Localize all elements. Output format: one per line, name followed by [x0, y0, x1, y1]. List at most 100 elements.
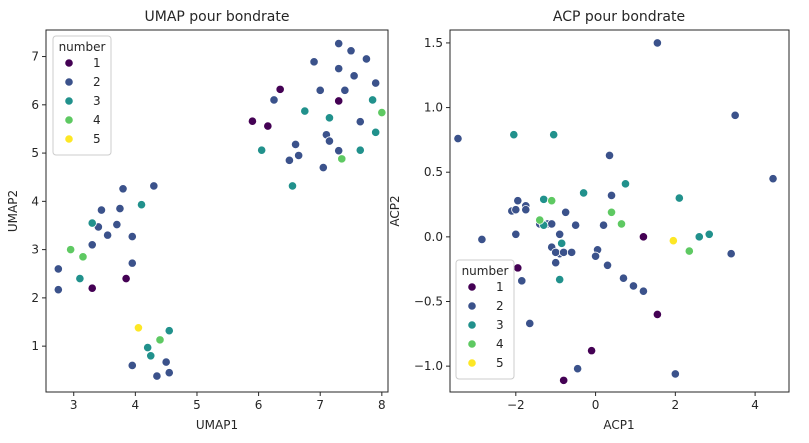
data-point-number-3 — [164, 326, 174, 336]
data-point-number-2 — [161, 357, 171, 367]
data-point-number-3 — [579, 188, 589, 198]
data-point-number-2 — [112, 219, 122, 230]
data-point-number-2 — [127, 258, 137, 268]
acp-plot-frame — [449, 29, 790, 393]
data-point-number-2 — [513, 196, 523, 206]
legend-label-5: 5 — [496, 356, 504, 370]
data-point-number-3 — [367, 95, 378, 105]
data-point-number-3 — [539, 194, 549, 204]
data-point-number-2 — [730, 110, 740, 120]
data-point-number-2 — [638, 286, 649, 296]
y-tick-label: 6 — [31, 98, 39, 112]
data-point-number-3 — [694, 232, 704, 242]
data-point-number-1 — [275, 84, 285, 94]
data-point-number-1 — [334, 96, 344, 106]
acp-legend: number 1 2 3 4 5 — [455, 259, 515, 380]
data-point-number-4 — [535, 215, 545, 225]
data-point-number-2 — [284, 155, 295, 165]
data-point-number-2 — [561, 207, 571, 217]
data-point-number-3 — [324, 113, 335, 123]
y-tick-label: 0.0 — [424, 230, 443, 244]
data-point-number-2 — [346, 46, 356, 56]
data-point-number-2 — [726, 249, 736, 259]
data-point-number-4 — [684, 246, 694, 256]
data-point-number-3 — [143, 342, 153, 353]
data-point-number-2 — [152, 371, 162, 381]
data-point-number-2 — [290, 139, 301, 149]
data-point-number-2 — [334, 38, 344, 49]
data-point-number-4 — [155, 335, 165, 345]
data-point-number-2 — [315, 85, 325, 95]
data-point-number-2 — [604, 150, 615, 161]
legend-label-1: 1 — [93, 56, 101, 70]
data-point-number-2 — [96, 205, 107, 215]
y-tick-label: 4 — [31, 194, 39, 208]
umap-y-ticks: 1 2 3 4 5 6 7 — [31, 50, 46, 353]
data-point-number-2 — [602, 260, 613, 270]
data-point-number-2 — [361, 54, 372, 64]
data-point-number-2 — [573, 364, 583, 374]
legend-marker-2 — [64, 77, 74, 87]
data-point-number-2 — [103, 230, 113, 240]
legend-label-2: 2 — [93, 75, 101, 89]
data-point-number-2 — [371, 78, 381, 88]
data-point-number-2 — [567, 247, 577, 257]
data-point-number-2 — [555, 229, 565, 239]
data-point-number-2 — [349, 71, 359, 81]
y-tick-label: 1.0 — [424, 101, 443, 115]
data-point-number-2 — [571, 220, 581, 230]
legend-marker-3 — [64, 96, 74, 106]
umap-legend: number 1 2 3 4 5 — [52, 35, 112, 156]
data-point-number-3 — [704, 229, 714, 239]
legend-marker-4 — [467, 339, 477, 349]
legend-marker-5 — [64, 134, 74, 144]
data-point-number-3 — [87, 218, 97, 228]
y-tick-label: −1.0 — [414, 359, 443, 373]
acp-y-ticks: −1.0 −0.5 0.0 0.5 1.0 1.5 — [414, 36, 450, 373]
acp-panel: ACP pour bondrate −2 0 2 4 −1.0 −0.5 0.0 0.5 1.… — [388, 9, 790, 432]
legend-label-5: 5 — [93, 132, 101, 146]
data-point-number-5 — [133, 323, 144, 333]
legend-label-3: 3 — [93, 94, 101, 108]
legend-marker-4 — [64, 115, 74, 125]
umap-title: UMAP pour bondrate — [145, 9, 290, 25]
umap-ylabel: UMAP2 — [6, 190, 20, 232]
data-point-number-1 — [87, 283, 97, 293]
data-point-number-4 — [66, 245, 76, 255]
data-point-number-3 — [674, 193, 684, 203]
y-tick-label: 7 — [31, 50, 39, 64]
legend-label-2: 2 — [496, 299, 504, 313]
data-point-number-2 — [618, 273, 629, 283]
x-tick-label: 7 — [316, 398, 324, 412]
data-point-number-1 — [559, 375, 569, 385]
legend-marker-1 — [467, 282, 477, 292]
data-point-number-3 — [620, 179, 631, 189]
acp-x-ticks: −2 0 2 4 — [507, 392, 759, 412]
x-tick-label: 2 — [672, 398, 680, 412]
data-point-number-2 — [294, 150, 304, 161]
acp-points — [453, 38, 778, 385]
data-point-number-2 — [127, 231, 137, 242]
data-point-number-4 — [78, 252, 88, 262]
data-point-number-3 — [300, 106, 310, 116]
data-point-number-2 — [53, 285, 63, 295]
data-point-number-2 — [334, 64, 344, 74]
legend-marker-1 — [64, 58, 74, 68]
y-tick-label: 1.5 — [424, 36, 443, 50]
acp-ylabel: ACP2 — [388, 195, 402, 226]
legend-title: number — [59, 40, 106, 54]
data-point-number-2 — [511, 229, 521, 239]
y-tick-label: −0.5 — [414, 295, 443, 309]
legend-title: number — [462, 264, 509, 278]
data-point-number-3 — [136, 200, 147, 210]
legend-label-4: 4 — [496, 337, 504, 351]
data-point-number-4 — [337, 154, 347, 164]
data-point-number-2 — [598, 220, 609, 230]
umap-x-ticks: 3 4 5 6 7 8 — [70, 392, 386, 412]
data-point-number-1 — [586, 346, 597, 356]
data-point-number-2 — [164, 368, 174, 378]
x-tick-label: 8 — [378, 398, 386, 412]
data-point-number-2 — [324, 136, 335, 146]
